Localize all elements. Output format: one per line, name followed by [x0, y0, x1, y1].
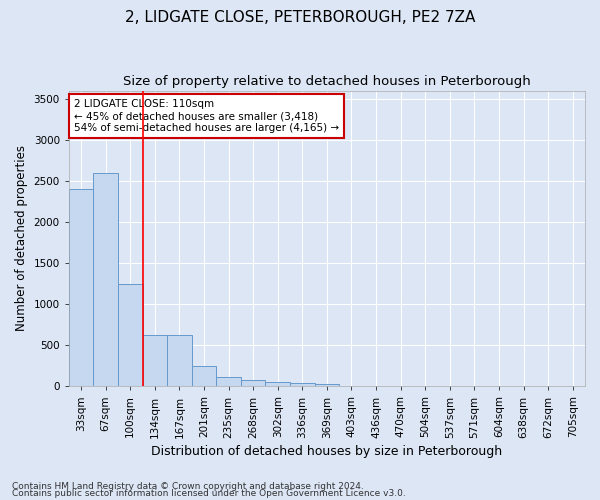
Text: 2, LIDGATE CLOSE, PETERBOROUGH, PE2 7ZA: 2, LIDGATE CLOSE, PETERBOROUGH, PE2 7ZA	[125, 10, 475, 25]
Bar	[69, 189, 94, 386]
Bar	[265, 382, 290, 386]
Bar	[290, 383, 314, 386]
Y-axis label: Number of detached properties: Number of detached properties	[15, 146, 28, 332]
Bar	[314, 384, 339, 386]
Bar	[118, 284, 143, 387]
Bar	[192, 366, 217, 386]
Text: Contains public sector information licensed under the Open Government Licence v3: Contains public sector information licen…	[12, 489, 406, 498]
Bar	[241, 380, 265, 386]
Title: Size of property relative to detached houses in Peterborough: Size of property relative to detached ho…	[123, 75, 531, 88]
Text: 2 LIDGATE CLOSE: 110sqm
← 45% of detached houses are smaller (3,418)
54% of semi: 2 LIDGATE CLOSE: 110sqm ← 45% of detache…	[74, 100, 339, 132]
Bar	[143, 334, 167, 386]
Bar	[94, 172, 118, 386]
X-axis label: Distribution of detached houses by size in Peterborough: Distribution of detached houses by size …	[151, 444, 502, 458]
Bar	[217, 378, 241, 386]
Text: Contains HM Land Registry data © Crown copyright and database right 2024.: Contains HM Land Registry data © Crown c…	[12, 482, 364, 491]
Bar	[167, 336, 192, 386]
